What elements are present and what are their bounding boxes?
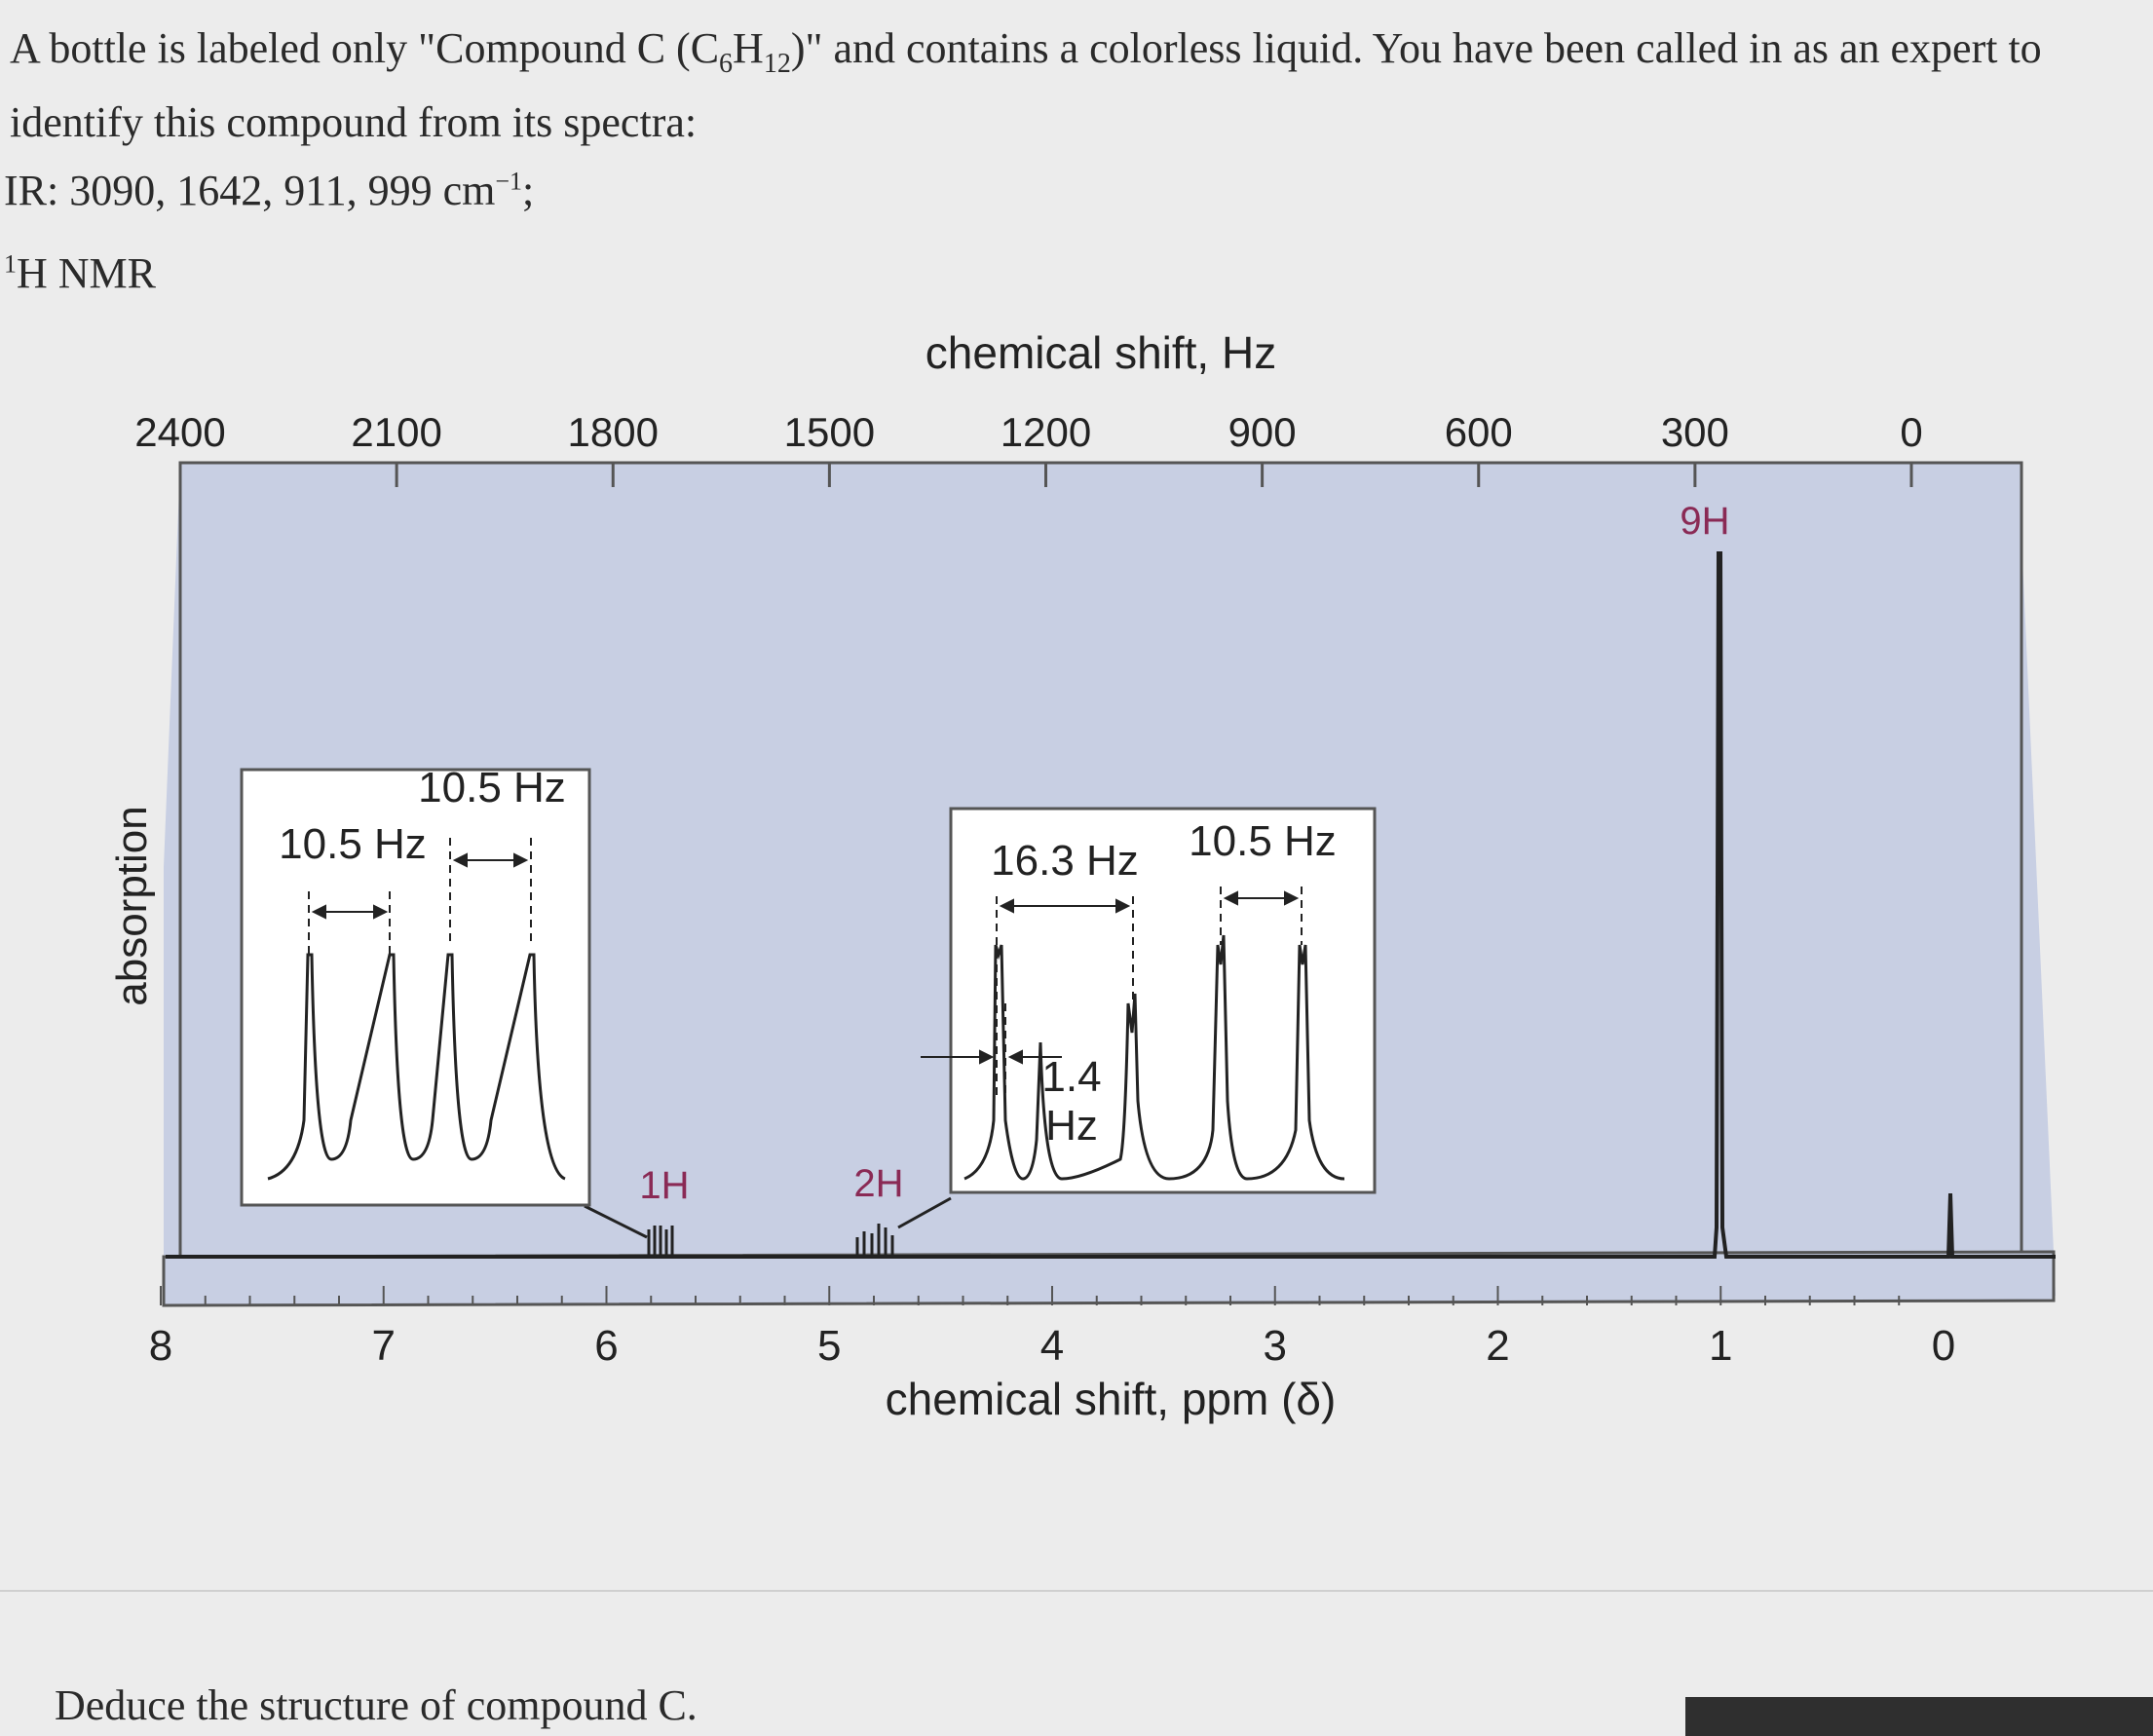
peak-2h-multiplet [855, 1224, 894, 1257]
top-tick-label-0: 0 [1900, 409, 1922, 455]
nmr-spectrum-chart: chemical shift, Hz 2400 2100 1800 1500 1200 9… [108, 327, 2056, 1424]
bottom-tick-label-6: 6 [594, 1322, 618, 1370]
bottom-axis-label: chemical shift, ppm (δ) [886, 1374, 1337, 1424]
top-tick-label-900: 900 [1228, 409, 1297, 455]
top-axis-ticks: 2400 2100 1800 1500 1200 900 600 300 0 [134, 409, 1923, 487]
nmr-heading-text: H NMR [17, 249, 157, 297]
bottom-tick-label-0: 0 [1932, 1322, 1955, 1370]
nmr-heading: 1H NMR [4, 248, 156, 298]
section-divider [0, 1590, 2153, 1592]
ir-unit-exponent: −1 [495, 167, 523, 196]
inset-1h: 10.5 Hz 10.5 Hz [240, 764, 591, 1207]
ir-suffix: ; [522, 167, 535, 214]
bottom-tick-label-5: 5 [817, 1322, 841, 1370]
bottom-tick-label-4: 4 [1040, 1322, 1064, 1370]
inset-2h-trace [963, 934, 1345, 1181]
top-axis-label: chemical shift, Hz [925, 327, 1276, 378]
y-axis-label: absorption [108, 806, 156, 1005]
inset-1h-j-label-top: 10.5 Hz [418, 764, 566, 811]
integration-2h: 2H [853, 1162, 903, 1205]
top-tick-label-1800: 1800 [568, 409, 659, 455]
inset-2h-j-label-10: 10.5 Hz [1189, 817, 1337, 865]
nmr-superscript: 1 [4, 249, 17, 279]
inset-1h-j-label-left: 10.5 Hz [279, 820, 427, 868]
ppm-strip [162, 1250, 2056, 1307]
bottom-tick-label-7: 7 [372, 1322, 396, 1370]
top-tick-label-2100: 2100 [351, 409, 441, 455]
integration-9h: 9H [1680, 500, 1729, 543]
bottom-bar [1685, 1697, 2153, 1736]
top-tick-label-1500: 1500 [784, 409, 875, 455]
inset-2h: 16.3 Hz 10.5 Hz 1.4 Hz [921, 807, 1377, 1194]
top-tick-label-1200: 1200 [1001, 409, 1091, 455]
top-tick-label-300: 300 [1661, 409, 1729, 455]
subscript-h: 12 [763, 48, 791, 79]
inset-2h-leader [897, 1196, 952, 1229]
inset-2h-j-unit: Hz [1045, 1102, 1098, 1150]
baseline-trace [166, 551, 2056, 1259]
bottom-tick-label-1: 1 [1709, 1322, 1732, 1370]
bottom-tick-label-8: 8 [149, 1322, 172, 1370]
inset-1h-leader [584, 1204, 648, 1239]
question-part-1: A bottle is labeled only "Compound C (C [10, 24, 720, 72]
question-part-2: H [733, 24, 764, 72]
deduce-prompt: Deduce the structure of compound C. [55, 1681, 698, 1729]
integration-1h: 1H [639, 1164, 689, 1207]
ir-data: IR: 3090, 1642, 911, 999 cm−1; [4, 166, 534, 215]
bottom-tick-label-2: 2 [1486, 1322, 1509, 1370]
top-tick-label-2400: 2400 [134, 409, 225, 455]
peak-1h-multiplet [647, 1226, 674, 1257]
inset-2h-j-label-1-4: 1.4 [1041, 1053, 1101, 1101]
bottom-axis-ticks: 8 7 6 5 4 3 2 1 0 [149, 1286, 1955, 1370]
top-tick-label-600: 600 [1445, 409, 1513, 455]
subscript-c: 6 [719, 48, 734, 79]
inset-2h-j-label-16: 16.3 Hz [991, 837, 1139, 885]
bottom-tick-label-3: 3 [1264, 1322, 1287, 1370]
question-part-3: )" and contains a colorless liquid. You … [10, 24, 2042, 146]
question-text: A bottle is labeled only "Compound C (C6… [10, 19, 2143, 152]
ir-text: IR: 3090, 1642, 911, 999 cm [4, 167, 496, 214]
inset-1h-trace [267, 953, 566, 1181]
